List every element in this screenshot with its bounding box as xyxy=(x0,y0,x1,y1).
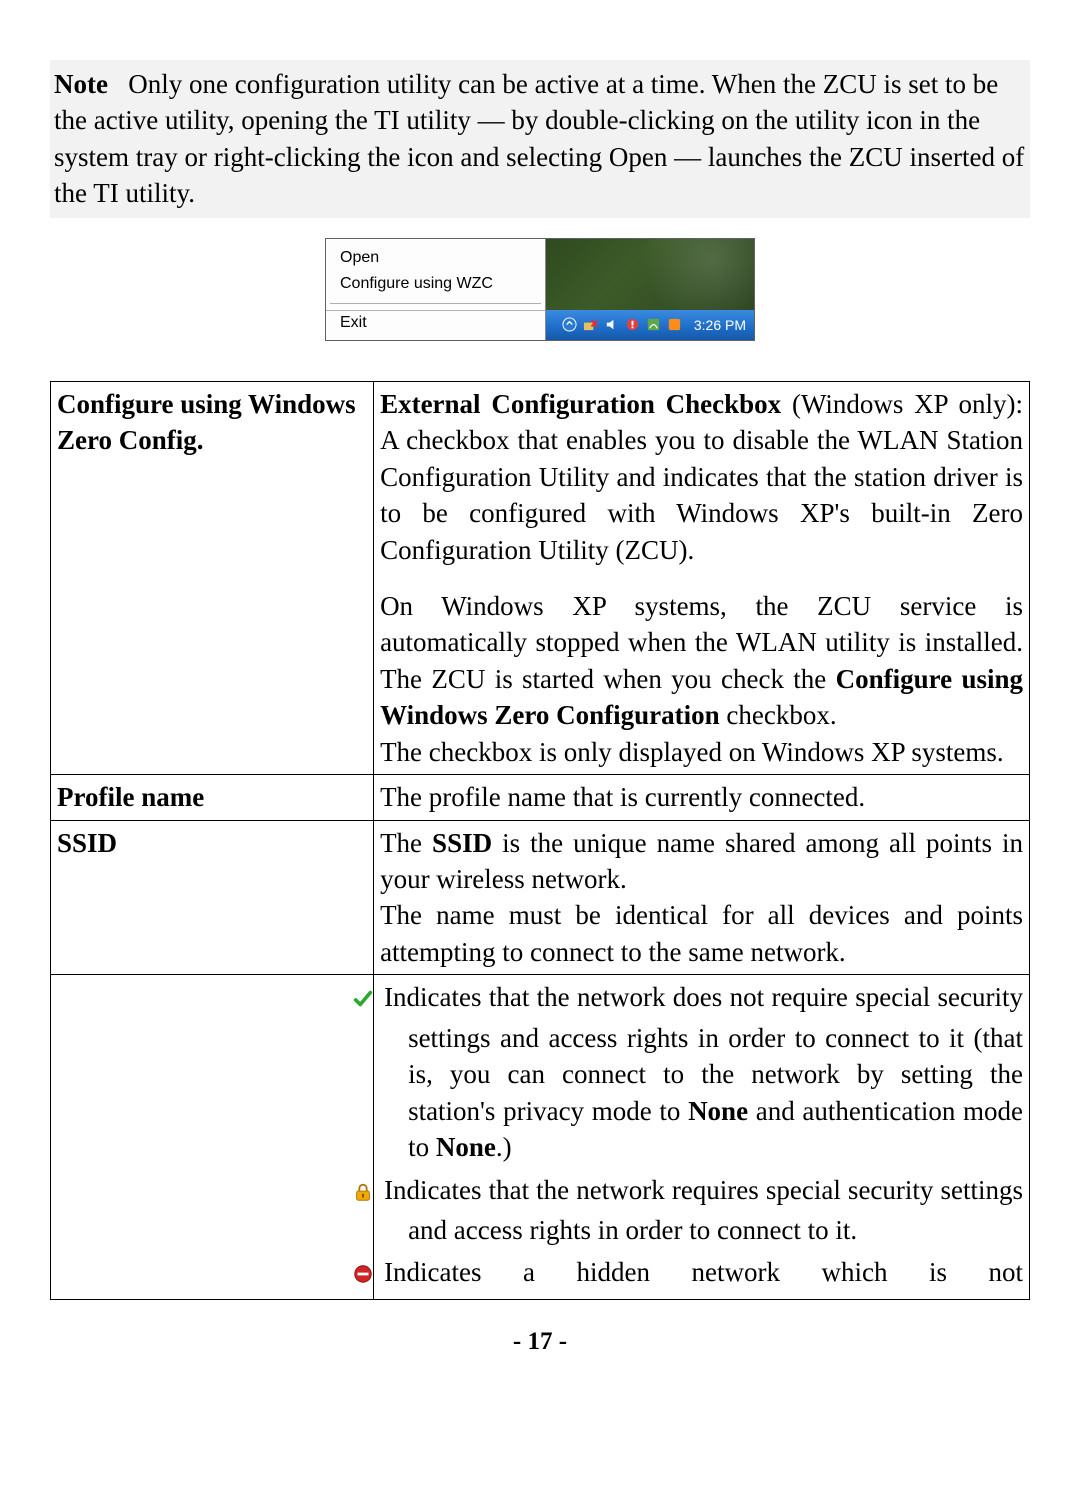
table-row: SSID The SSID is the unique name shared … xyxy=(51,820,1030,975)
menu-item-exit[interactable]: Exit xyxy=(326,310,546,340)
table-row: Configure using Windows Zero Config. Ext… xyxy=(51,381,1030,774)
text-ssid-bold: SSID xyxy=(432,828,492,858)
text-open-network-post: .) xyxy=(496,1132,512,1162)
system-tray-screenshot: Open Configure using WZC Exit 3:26 PM xyxy=(325,238,755,341)
tray-shield-icon[interactable] xyxy=(625,317,640,332)
note-text: Only one configuration utility can be ac… xyxy=(54,69,1024,208)
text-external-config-bold: External Configuration Checkbox xyxy=(380,389,781,419)
menu-separator xyxy=(330,303,541,304)
context-menu: Open Configure using WZC xyxy=(326,239,546,310)
desktop-background xyxy=(546,239,754,310)
text-ssid-identical: The name must be identical for all devic… xyxy=(380,900,1023,966)
tray-network-x-icon[interactable] xyxy=(583,317,598,332)
text-hidden-network: Indicates a hidden network which is not xyxy=(384,1257,1023,1287)
taskbar-clock: 3:26 PM xyxy=(694,317,746,333)
table-row: Profile name The profile name that is cu… xyxy=(51,775,1030,820)
note-block: Note Only one configuration utility can … xyxy=(50,60,1030,218)
cell-configure-wzc-desc: External Configuration Checkbox (Windows… xyxy=(374,381,1030,774)
taskbar: 3:26 PM xyxy=(546,310,754,340)
cell-ssid-label: SSID xyxy=(51,820,374,975)
cell-configure-wzc-label: Configure using Windows Zero Config. xyxy=(51,381,374,774)
tray-wireless-icon[interactable] xyxy=(646,317,661,332)
cell-ssid-icons-label xyxy=(51,975,374,1300)
page-number: - 17 - xyxy=(50,1328,1030,1356)
cell-ssid-icons-desc: Indicates that the network does not requ… xyxy=(374,975,1030,1300)
text-ssid-pre: The xyxy=(380,828,432,858)
menu-item-open[interactable]: Open xyxy=(326,245,545,271)
text-none-1: None xyxy=(688,1096,748,1126)
text-none-2: None xyxy=(436,1132,496,1162)
tray-volume-icon[interactable] xyxy=(604,317,619,332)
text-secure-network: Indicates that the network requires spec… xyxy=(384,1175,1023,1245)
document-page: Note Only one configuration utility can … xyxy=(0,0,1080,1396)
cell-profile-name-label: Profile name xyxy=(51,775,374,820)
screenshot-figure: Open Configure using WZC Exit 3:26 PM xyxy=(50,238,1030,341)
menu-item-configure-wzc[interactable]: Configure using WZC xyxy=(326,271,545,297)
cell-ssid-desc: The SSID is the unique name shared among… xyxy=(374,820,1030,975)
table-row: Indicates that the network does not requ… xyxy=(51,975,1030,1300)
text-zcu-post: checkbox. xyxy=(720,700,837,730)
cell-profile-name-desc: The profile name that is currently conne… xyxy=(374,775,1030,820)
tray-arrow-icon xyxy=(562,317,577,332)
note-label: Note xyxy=(54,69,108,99)
text-checkbox-xp-only: The checkbox is only displayed on Window… xyxy=(380,737,1004,767)
definition-table: Configure using Windows Zero Config. Ext… xyxy=(50,381,1030,1300)
tray-utility-icon[interactable] xyxy=(667,317,682,332)
